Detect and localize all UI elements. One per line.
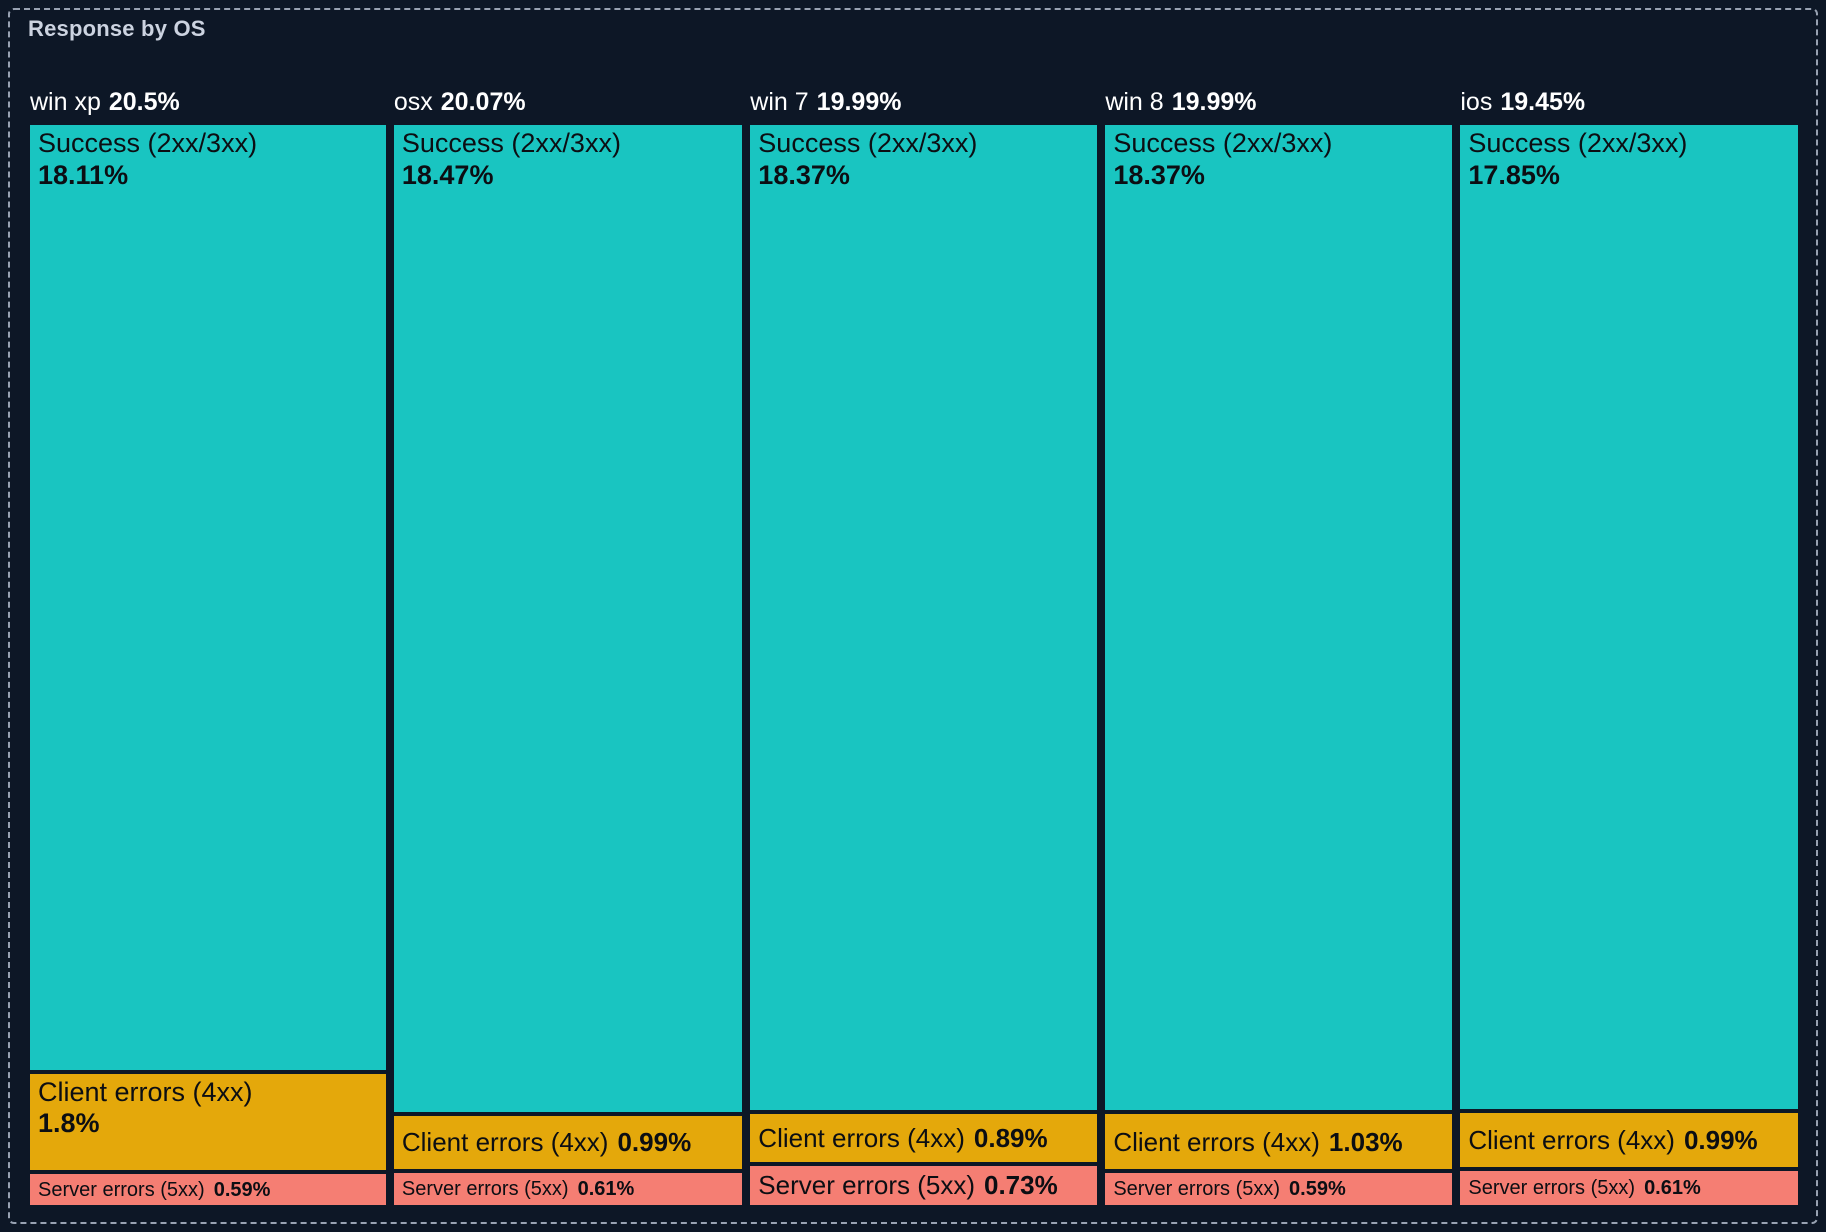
- group-total-value: 19.99%: [816, 88, 902, 116]
- segment-name: Client errors (4xx): [758, 1123, 965, 1154]
- treemap-segment-server-errors[interactable]: Server errors (5xx) 0.61%: [1460, 1171, 1799, 1205]
- group-total-value: 20.07%: [440, 88, 526, 116]
- segment-value: 0.73%: [984, 1170, 1058, 1201]
- treemap-column-win-xp: win xp 20.5% Success (2xx/3xx) 18.11% Client…: [30, 66, 386, 1205]
- treemap-segment-server-errors[interactable]: Server errors (5xx) 0.59%: [30, 1174, 386, 1205]
- treemap-segments-osx: Success (2xx/3xx) 18.47% Client errors (4x…: [393, 125, 743, 1205]
- segment-value: 17.85%: [1468, 159, 1560, 190]
- treemap-segment-server-errors[interactable]: Server errors (5xx) 0.59%: [1105, 1173, 1453, 1205]
- treemap-segment-success[interactable]: Success (2xx/3xx) 18.37%: [1105, 125, 1453, 1111]
- segment-name: Server errors (5xx): [1468, 1177, 1636, 1200]
- segment-value: 0.61%: [577, 1177, 635, 1200]
- segment-value: 0.59%: [213, 1178, 271, 1201]
- treemap-column-ios: ios 19.45% Success (2xx/3xx) 17.85% Client e…: [1460, 66, 1799, 1205]
- segment-value: 18.11%: [38, 159, 129, 190]
- group-total-value: 20.5%: [108, 88, 180, 116]
- treemap-column-osx: osx 20.07% Success (2xx/3xx) 18.47% Client e…: [393, 66, 743, 1205]
- group-total-value: 19.45%: [1500, 88, 1586, 116]
- treemap-segment-client-errors[interactable]: Client errors (4xx) 1.03%: [1105, 1114, 1453, 1170]
- segment-value: 0.99%: [1683, 1125, 1758, 1156]
- treemap-segment-client-errors[interactable]: Client errors (4xx) 1.8%: [30, 1073, 386, 1171]
- segment-name: Server errors (5xx): [401, 1177, 569, 1200]
- segment-name: Success (2xx/3xx): [38, 128, 258, 158]
- segment-name: Client errors (4xx): [38, 1076, 253, 1107]
- segment-name: Client errors (4xx): [1468, 1125, 1675, 1156]
- segment-value: 0.99%: [617, 1127, 692, 1158]
- segment-value: 0.61%: [1644, 1177, 1701, 1200]
- segment-name: Success (2xx/3xx): [1468, 128, 1688, 158]
- treemap-segment-success[interactable]: Success (2xx/3xx) 17.85%: [1460, 125, 1799, 1110]
- segment-name: Server errors (5xx): [1113, 1178, 1281, 1201]
- treemap-group-label-win-7[interactable]: win 7 19.99%: [750, 66, 1097, 125]
- treemap-segment-client-errors[interactable]: Client errors (4xx) 0.89%: [750, 1114, 1098, 1162]
- segment-value: 1.8%: [38, 1108, 100, 1139]
- segment-value: 18.37%: [1113, 159, 1205, 190]
- group-total-value: 19.99%: [1171, 88, 1257, 116]
- treemap-group-label-osx[interactable]: osx 20.07%: [394, 66, 742, 125]
- treemap-segments-win-xp: Success (2xx/3xx) 18.11% Client errors (4x…: [30, 125, 386, 1205]
- treemap-segments-win-8: Success (2xx/3xx) 18.37% Client errors (4x…: [1105, 125, 1453, 1205]
- treemap-segments-win-7: Success (2xx/3xx) 18.37% Client errors (4x…: [750, 125, 1098, 1205]
- treemap-segment-client-errors[interactable]: Client errors (4xx) 0.99%: [393, 1115, 743, 1169]
- segment-name: Client errors (4xx): [401, 1127, 609, 1158]
- treemap-segment-success[interactable]: Success (2xx/3xx) 18.47%: [393, 125, 743, 1112]
- treemap-segment-server-errors[interactable]: Server errors (5xx) 0.61%: [393, 1172, 743, 1205]
- segment-name: Success (2xx/3xx): [758, 128, 978, 158]
- segment-value: 18.47%: [401, 159, 494, 190]
- treemap-segment-success[interactable]: Success (2xx/3xx) 18.37%: [750, 125, 1098, 1111]
- group-name: win 8: [1105, 88, 1164, 116]
- segment-name: Success (2xx/3xx): [401, 128, 621, 158]
- treemap-column-win-7: win 7 19.99% Success (2xx/3xx) 18.37% Client…: [750, 66, 1098, 1205]
- treemap-segments-ios: Success (2xx/3xx) 17.85% Client errors (4x…: [1460, 125, 1799, 1205]
- group-name: osx: [393, 88, 433, 116]
- group-name: ios: [1460, 88, 1493, 116]
- treemap-segment-client-errors[interactable]: Client errors (4xx) 0.99%: [1460, 1113, 1799, 1168]
- segment-name: Client errors (4xx): [1113, 1126, 1320, 1157]
- treemap-segment-server-errors[interactable]: Server errors (5xx) 0.73%: [750, 1165, 1098, 1205]
- treemap-group-label-ios[interactable]: ios 19.45%: [1460, 66, 1798, 125]
- treemap-column-win-8: win 8 19.99% Success (2xx/3xx) 18.37% Client…: [1105, 66, 1453, 1205]
- treemap-group-label-win-xp[interactable]: win xp 20.5%: [30, 66, 386, 125]
- segment-value: 1.03%: [1328, 1126, 1403, 1157]
- segment-value: 0.89%: [973, 1123, 1048, 1154]
- treemap-group-label-win-8[interactable]: win 8 19.99%: [1105, 66, 1452, 125]
- panel-title: Response by OS: [28, 16, 206, 41]
- treemap-chart: win xp 20.5% Success (2xx/3xx) 18.11% Client…: [30, 66, 1799, 1205]
- group-name: win xp: [30, 88, 101, 116]
- group-name: win 7: [750, 88, 809, 116]
- segment-name: Server errors (5xx): [758, 1170, 975, 1201]
- segment-value: 18.37%: [758, 159, 850, 190]
- segment-name: Success (2xx/3xx): [1113, 128, 1333, 158]
- treemap-segment-success[interactable]: Success (2xx/3xx) 18.11%: [30, 125, 386, 1070]
- segment-value: 0.59%: [1289, 1178, 1346, 1201]
- segment-name: Server errors (5xx): [38, 1178, 205, 1201]
